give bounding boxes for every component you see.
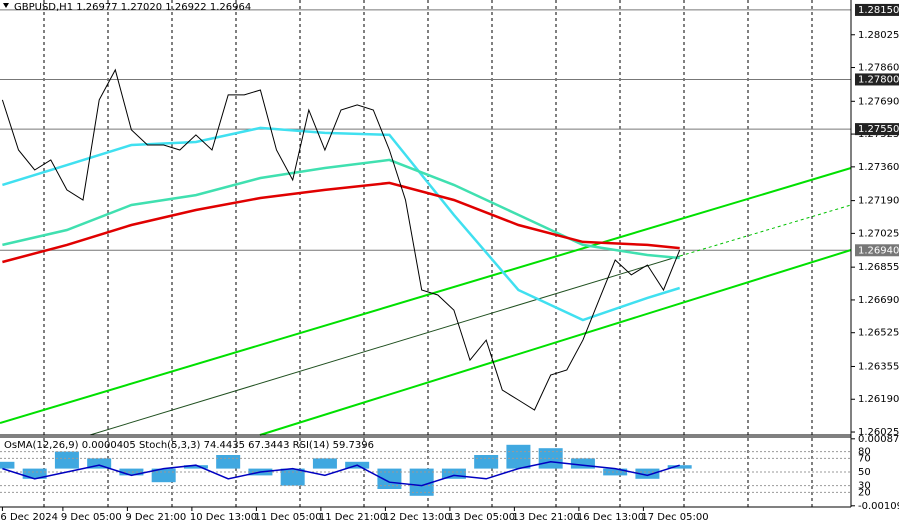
y-tick-label: 1.26855 [858, 262, 899, 273]
rsi-line [2, 461, 680, 487]
plot [1, 68, 681, 411]
x-tick-label: 11 Dec 21:00 [319, 512, 386, 523]
osma-bar [603, 468, 628, 476]
osma-bar [22, 468, 47, 479]
x-tick-label: 11 Dec 05:00 [254, 512, 321, 523]
osma-bar [280, 468, 305, 486]
chart-title: GBPUSD,H1 1.26977 1.27020 1.26922 1.2696… [14, 2, 251, 13]
y-tick-label: 1.26355 [858, 361, 899, 372]
y-tick-label: 1.27860 [858, 63, 899, 74]
indicator-title: OsMA(12,26,9) 0.0000405 Stoch(5,3,3) 74.… [4, 440, 374, 451]
channel-upper [0, 167, 852, 424]
price-line [1, 68, 681, 411]
y-tick-label: 1.26690 [858, 295, 899, 306]
osma-bar [474, 455, 499, 469]
rsi-tick-label: 70 [858, 453, 871, 464]
rsi-tick-label: 50 [858, 467, 871, 478]
osma-bar [312, 458, 337, 469]
y-tick-label: 1.28025 [858, 30, 899, 41]
moving-average [2, 158, 680, 260]
level-tag [855, 3, 899, 16]
osma-bar [183, 465, 208, 469]
y-tick-label: 1.27190 [858, 196, 899, 207]
moving-average [2, 181, 680, 264]
grid [0, 0, 851, 507]
rsi-tick-label: 80 [858, 447, 871, 458]
x-tick-label: 13 Dec 05:00 [448, 512, 515, 523]
osma-bar [216, 455, 241, 469]
osma-bar [87, 458, 112, 469]
osma-bar [570, 458, 595, 469]
y-tick-label: 1.26190 [858, 394, 899, 405]
channel-lower [259, 249, 852, 436]
x-tick-label: 13 Dec 21:00 [512, 512, 579, 523]
level-tag [855, 73, 899, 86]
level-label: 1.26940 [858, 245, 899, 256]
x-tick-label: 12 Dec 13:00 [383, 512, 450, 523]
level-label: 1.28150 [858, 5, 899, 16]
osma-bar [538, 448, 563, 469]
moving-average [2, 126, 681, 322]
x-tick-label: 6 Dec 2024 [0, 512, 58, 523]
level-tag [855, 244, 899, 257]
rsi-tick-label: 30 [858, 481, 871, 492]
level-label: 1.27550 [858, 124, 899, 135]
osma-bar [377, 468, 402, 489]
x-tick-label: 16 Dec 13:00 [577, 512, 644, 523]
osma-tick-label: 0.000876 [858, 434, 899, 445]
x-tick-label: 9 Dec 05:00 [61, 512, 122, 523]
osma-bar [0, 461, 15, 469]
x-tick-label: 9 Dec 21:00 [125, 512, 186, 523]
osma-bar [506, 444, 531, 469]
y-tick-label: 1.26525 [858, 328, 899, 339]
osma-bar [635, 468, 660, 479]
y-tick-label: 1.27025 [858, 228, 899, 239]
y-tick-label: 1.26025 [858, 427, 899, 438]
level-label: 1.27800 [858, 74, 899, 85]
channel-mid [89, 255, 681, 436]
level-tag [855, 123, 899, 136]
osma-bar [441, 468, 466, 479]
osma-tick-label: -0.001094 [858, 501, 899, 512]
x-tick-label: 17 Dec 05:00 [641, 512, 708, 523]
y-tick-label: 1.27690 [858, 96, 899, 107]
y-tick-label: 1.27360 [858, 162, 899, 173]
osma-bar [119, 468, 144, 476]
rsi-tick-label: 20 [858, 487, 871, 498]
osma-bar [667, 465, 692, 469]
osma-bar [54, 451, 79, 469]
x-tick-label: 10 Dec 13:00 [190, 512, 257, 523]
title-icon [3, 3, 9, 8]
osma-bar [409, 468, 434, 496]
